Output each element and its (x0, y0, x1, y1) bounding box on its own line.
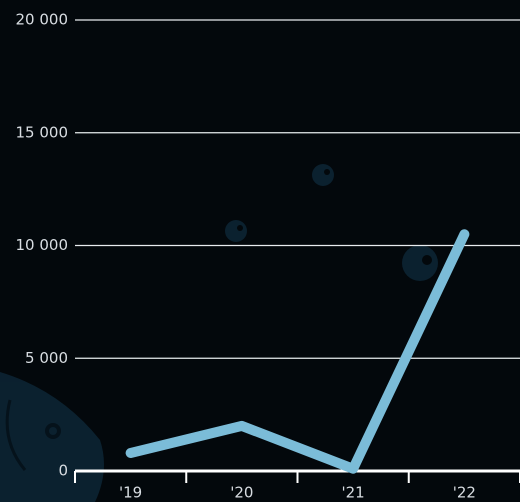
y-tick-label: 15 000 (16, 123, 69, 141)
bubble-eye (422, 255, 432, 265)
bubble (402, 245, 438, 281)
y-tick-label: 0 (58, 462, 68, 480)
fish-gill (5, 399, 27, 471)
bubble-eye (324, 169, 330, 175)
y-tick-label: 20 000 (16, 11, 69, 29)
y-tick-label: 5 000 (25, 349, 68, 367)
y-tick-label: 10 000 (16, 236, 69, 254)
fish-pupil (49, 427, 57, 435)
x-tick-label: '20 (230, 484, 253, 502)
x-tick-label: '21 (342, 484, 365, 502)
bubble-eye (237, 225, 243, 231)
x-tick-label: '22 (453, 484, 476, 502)
bubble (225, 220, 247, 242)
x-tick-label: '19 (119, 484, 142, 502)
plot: 0 5 000 10 000 15 000 20 000 '19 '20 '21 '22 (16, 11, 520, 502)
bubble (312, 164, 334, 186)
line (125, 229, 470, 474)
